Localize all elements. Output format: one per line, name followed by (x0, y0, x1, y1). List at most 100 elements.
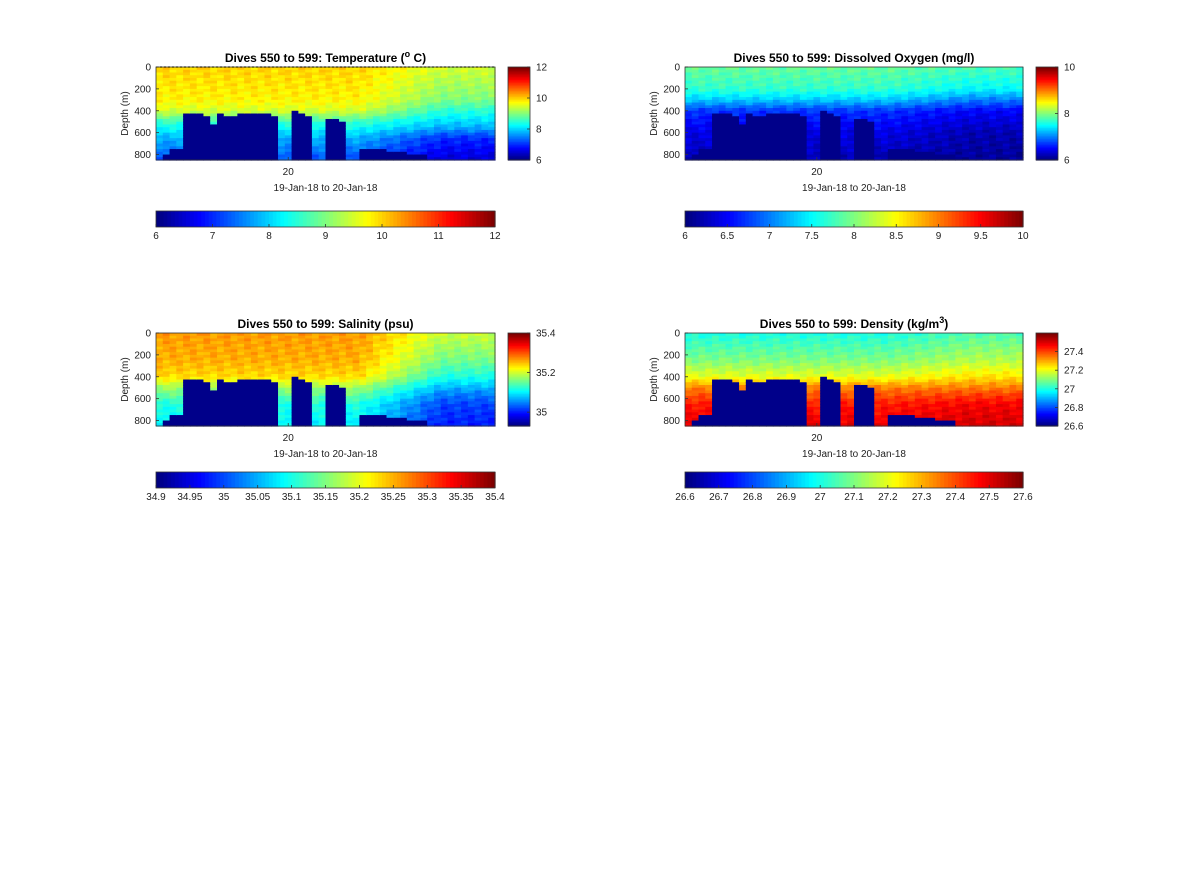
heatmap-cell (318, 398, 327, 402)
heatmap-cell (318, 341, 327, 345)
heatmap-cell (318, 406, 327, 411)
heatmap-cell (685, 91, 693, 95)
heatmap-cell (176, 129, 184, 134)
colorbar-swatch (917, 211, 923, 227)
seafloor-cell (271, 409, 279, 413)
heatmap-cell (867, 88, 875, 93)
heatmap-cell (210, 354, 218, 359)
seafloor-cell (739, 154, 747, 158)
heatmap-cell (298, 72, 306, 76)
heatmap-cell (284, 99, 293, 104)
seafloor-cell (901, 157, 909, 161)
heatmap-cell (366, 352, 374, 356)
colorbar-swatch (763, 211, 769, 227)
heatmap-cell (359, 412, 367, 416)
seafloor-cell (745, 138, 754, 142)
heatmap-cell (867, 118, 875, 123)
heatmap-cell (217, 333, 225, 337)
heatmap-cell (941, 99, 950, 104)
seafloor-cell (725, 140, 733, 145)
seafloor-cell (305, 423, 313, 427)
heatmap-cell (162, 108, 171, 112)
heatmap-cell (278, 138, 286, 142)
heatmap-cell (1002, 118, 1011, 123)
heatmap-cell (291, 338, 299, 342)
colorbar-swatch (737, 211, 742, 227)
heatmap-cell (210, 113, 218, 117)
heatmap-cell (359, 143, 367, 147)
seafloor-cell (217, 409, 225, 413)
heatmap-cell (393, 132, 401, 136)
heatmap-cell (366, 105, 374, 109)
heatmap-cell (298, 108, 306, 112)
seafloor-cell (271, 151, 279, 156)
heatmap-cell (352, 132, 360, 136)
heatmap-cell (420, 88, 428, 93)
heatmap-cell (189, 363, 198, 367)
heatmap-cell (318, 374, 327, 378)
heatmap-cell (691, 94, 700, 98)
seafloor-cell (291, 395, 299, 400)
heatmap-cell (332, 102, 340, 106)
heatmap-cell (257, 110, 266, 115)
seafloor-cell (325, 404, 333, 408)
heatmap-cell (264, 108, 272, 112)
heatmap-cell (427, 105, 435, 109)
seafloor-cell (196, 423, 205, 427)
seafloor-cell (793, 124, 801, 128)
colorbar-swatch (453, 211, 458, 227)
heatmap-cell (806, 110, 815, 115)
seafloor-cell (223, 401, 232, 405)
colorbar-swatch (272, 211, 278, 227)
heatmap-cell (271, 99, 279, 104)
heatmap-cell (955, 102, 963, 106)
seafloor-cell (867, 157, 875, 161)
heatmap-cell (813, 80, 821, 85)
heatmap-cell (250, 333, 259, 337)
seafloor-cell (291, 409, 299, 413)
heatmap-cell (244, 105, 252, 109)
y-tick-label: 800 (663, 150, 680, 161)
heatmap-cell (840, 69, 848, 74)
heatmap-cell (752, 72, 760, 76)
heatmap-cell (372, 390, 381, 394)
seafloor-cell (779, 135, 787, 139)
heatmap-cell (298, 352, 306, 356)
heatmap-cell (847, 97, 855, 101)
heatmap-cell (162, 382, 171, 386)
seafloor-cell (217, 138, 225, 142)
heatmap-cell (176, 86, 184, 90)
heatmap-cell (366, 146, 374, 150)
seafloor-cell (244, 113, 252, 117)
heatmap-cell (311, 72, 320, 76)
heatmap-cell (474, 151, 483, 156)
seafloor-cell (189, 404, 198, 408)
heatmap-cell (962, 83, 970, 87)
heatmap-cell (217, 67, 225, 71)
heatmap-cell (982, 129, 990, 134)
heatmap-cell (420, 97, 428, 101)
seafloor-cell (833, 127, 842, 131)
heatmap-cell (311, 135, 320, 139)
heatmap-cell (779, 80, 787, 85)
heatmap-cell (867, 99, 875, 104)
heatmap-cell (941, 151, 950, 156)
colorbar-swatch (1036, 98, 1058, 101)
heatmap-cell (223, 110, 232, 115)
heatmap-cell (454, 132, 462, 136)
colorbar-swatch (457, 211, 462, 227)
seafloor-cell (169, 415, 177, 419)
seafloor-cell (718, 116, 727, 120)
heatmap-cell (427, 149, 435, 153)
heatmap-cell (400, 149, 408, 153)
seafloor-cell (779, 132, 787, 136)
heatmap-cell (813, 127, 821, 131)
heatmap-cell (467, 69, 476, 74)
seafloor-cell (203, 406, 211, 411)
heatmap-cell (169, 384, 177, 389)
heatmap-cell (813, 77, 821, 82)
heatmap-cell (210, 88, 218, 93)
heatmap-cell (162, 365, 171, 370)
heatmap-cell (488, 149, 496, 153)
